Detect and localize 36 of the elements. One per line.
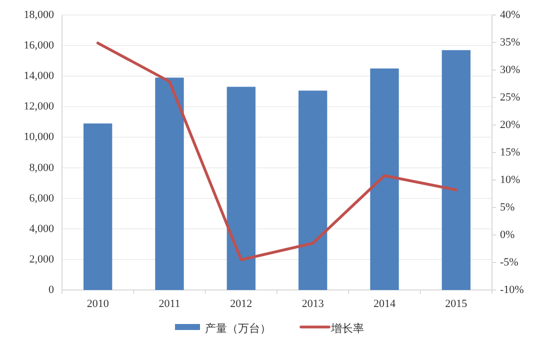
y2-tick-label: 40% — [500, 9, 520, 21]
line-series — [96, 42, 458, 262]
y-tick-label: 2,000 — [29, 253, 54, 266]
y2-tick-label: 0% — [500, 229, 515, 241]
x-tick-label: 2012 — [230, 298, 252, 310]
y-tick-label: 8,000 — [29, 162, 54, 174]
y2-tick-label: 20% — [500, 119, 520, 131]
bar — [155, 78, 184, 290]
x-tick-label: 2015 — [445, 298, 468, 310]
x-tick-label: 2011 — [158, 298, 180, 310]
y-tick-label: 4,000 — [29, 222, 54, 235]
y-tick-label: 10,000 — [24, 131, 54, 144]
y2-tick-label: 5% — [500, 202, 515, 214]
bar — [84, 123, 112, 290]
bar — [370, 68, 399, 290]
y-tick-label: 0 — [48, 284, 54, 296]
y2-tick-label: 10% — [500, 174, 520, 186]
y2-tick-label: 15% — [500, 146, 520, 158]
y-tick-label: 12,000 — [24, 100, 54, 113]
y2-tick-label: 35% — [500, 36, 520, 48]
x-tick-label: 2013 — [302, 298, 324, 310]
y2-tick-label: 30% — [500, 64, 520, 76]
y-tick-label: 18,000 — [24, 9, 54, 21]
y-tick-label: 6,000 — [29, 192, 54, 204]
bar — [226, 86, 256, 290]
y2-tick-label: -5% — [500, 256, 518, 268]
bar — [298, 90, 328, 290]
x-tick-label: 2010 — [86, 298, 110, 310]
legend-label: 增长率 — [330, 322, 364, 335]
legend-label: 产量（万台） — [205, 322, 271, 335]
y-tick-label: 14,000 — [24, 70, 54, 82]
bar — [442, 50, 470, 290]
y2-tick-label: -10% — [500, 284, 524, 296]
y-tick-label: 16,000 — [24, 40, 54, 52]
x-tick-label: 2014 — [374, 298, 396, 310]
y2-tick-label: 25% — [500, 92, 520, 104]
